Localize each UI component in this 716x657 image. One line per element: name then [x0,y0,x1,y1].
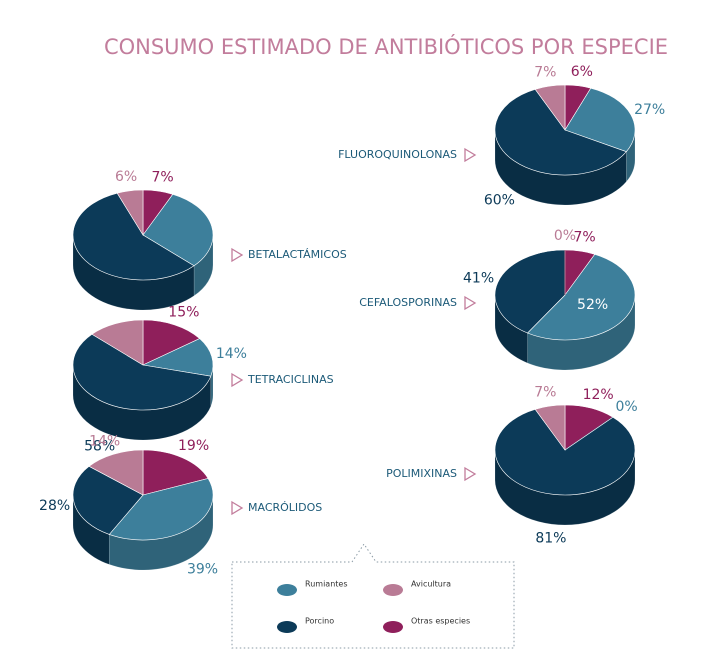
pie-side [495,130,627,206]
pie-slice [108,478,214,541]
title-arrow [464,466,477,482]
title-arrow [231,372,244,388]
pie-side [626,130,635,182]
legend-label: Otras especies [411,617,470,626]
value-label: 7% [534,384,556,400]
pie-slice [142,449,209,496]
value-label: 7% [152,169,174,185]
pie-slice [72,333,212,411]
legend-icon [277,621,297,633]
chart-title: FLUOROQUINOLONAS [338,148,457,161]
pie-slice [91,319,144,366]
title-arrow [464,147,477,163]
pie-slice [526,253,636,341]
value-label: 41% [463,271,494,287]
pie-slice [142,319,201,366]
legend-label: Rumiantes [305,580,347,589]
value-label: 52% [577,297,608,313]
legend-icon [383,621,403,633]
legend-icon [383,584,403,596]
pie-side [109,495,213,570]
legend-label: Avicultura [411,580,451,589]
pie-slice [88,449,144,496]
pie-side [527,295,635,370]
pie-slice [534,84,566,131]
value-label: 60% [484,192,515,208]
value-label: 12% [583,387,614,403]
pie-side [73,495,110,565]
value-label: 0% [554,228,576,244]
value-label: 39% [187,561,218,577]
pie-side [194,235,213,296]
value-label: 6% [115,169,137,185]
page-title: CONSUMO ESTIMADO DE ANTIBIÓTICOS POR ESP… [104,34,668,59]
title-arrow [231,247,244,263]
pie-side [495,295,528,363]
pie-slice [564,87,636,153]
value-label: 27% [634,102,665,118]
legend-label: Porcino [305,617,334,626]
value-label: 15% [168,304,199,320]
legend-box [231,543,515,649]
pie-slice [141,338,214,377]
value-label: 14% [216,346,247,362]
value-label: 81% [535,530,566,546]
value-label: 6% [571,64,593,80]
pie-slice [494,408,636,496]
value-label: 7% [534,64,556,80]
value-label: 7% [574,229,596,245]
pie-side [72,365,211,441]
value-label: 19% [178,438,209,454]
pie-slice [494,249,566,334]
title-arrow [231,500,244,516]
pie-slice [494,88,627,176]
value-label: 58% [84,439,115,455]
pie-slice [142,193,214,267]
chart-title: POLIMIXINAS [386,467,457,480]
pie-slice [534,404,566,451]
legend-icon [277,584,297,596]
pie-side [73,235,195,311]
title-arrow [464,295,477,311]
chart-title: TETRACICLINAS [247,373,334,386]
pie-side [495,450,635,525]
chart-title: BETALACTÁMICOS [248,248,347,261]
value-label: 28% [39,498,70,514]
chart-title: MACRÓLIDOS [248,501,322,514]
chart-title: CEFALOSPORINAS [359,296,457,309]
pie-slice [116,189,144,237]
pie-slice [72,465,144,535]
pie-slice [72,192,195,281]
value-label: 14% [89,434,120,450]
value-label: 0% [615,399,637,415]
